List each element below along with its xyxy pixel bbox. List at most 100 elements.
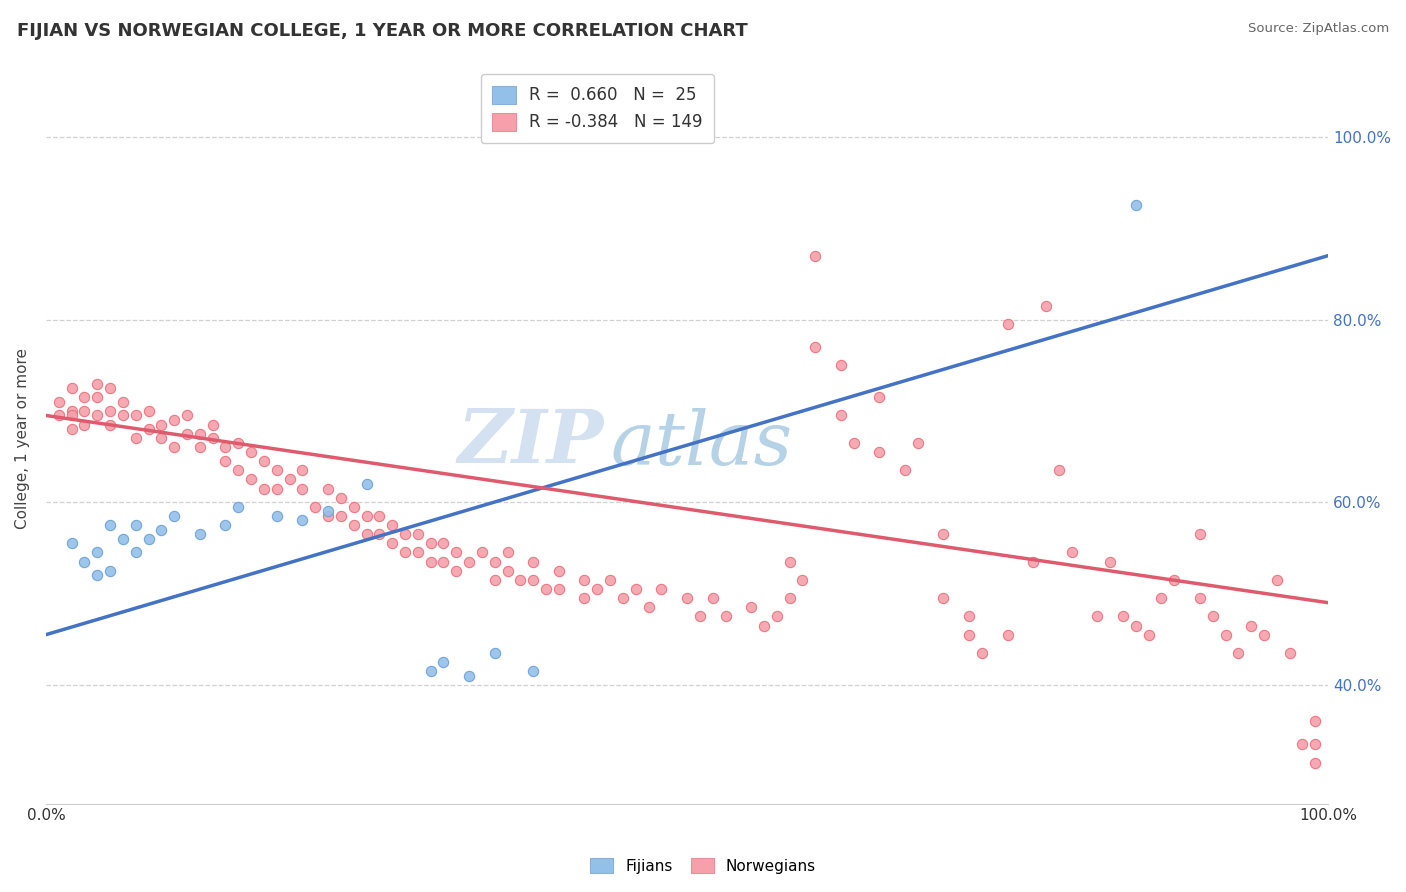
- Point: [73, 417, 96, 432]
- Point: [997, 317, 1019, 331]
- Point: [792, 573, 814, 587]
- Point: [226, 435, 249, 450]
- Point: [419, 555, 441, 569]
- Point: [586, 582, 609, 596]
- Point: [932, 591, 955, 606]
- Point: [226, 500, 249, 514]
- Point: [1265, 573, 1288, 587]
- Point: [830, 409, 852, 423]
- Point: [1215, 628, 1237, 642]
- Point: [804, 340, 827, 354]
- Point: [86, 390, 108, 404]
- Point: [86, 409, 108, 423]
- Point: [368, 527, 391, 541]
- Point: [765, 609, 787, 624]
- Text: atlas: atlas: [610, 408, 792, 481]
- Point: [240, 445, 263, 459]
- Point: [98, 381, 121, 395]
- Point: [432, 655, 454, 669]
- Point: [522, 573, 544, 587]
- Point: [304, 500, 326, 514]
- Point: [381, 518, 404, 533]
- Point: [1227, 646, 1250, 660]
- Point: [432, 555, 454, 569]
- Point: [676, 591, 699, 606]
- Point: [125, 431, 148, 445]
- Point: [214, 518, 236, 533]
- Point: [496, 545, 519, 559]
- Point: [957, 609, 980, 624]
- Point: [253, 482, 276, 496]
- Point: [111, 409, 134, 423]
- Text: Source: ZipAtlas.com: Source: ZipAtlas.com: [1249, 22, 1389, 36]
- Point: [1202, 609, 1225, 624]
- Point: [48, 409, 70, 423]
- Point: [60, 422, 83, 436]
- Point: [266, 482, 288, 496]
- Point: [612, 591, 634, 606]
- Point: [278, 472, 301, 486]
- Point: [86, 545, 108, 559]
- Point: [150, 417, 173, 432]
- Point: [86, 568, 108, 582]
- Point: [637, 600, 659, 615]
- Point: [997, 628, 1019, 642]
- Point: [406, 527, 429, 541]
- Point: [484, 646, 506, 660]
- Point: [522, 664, 544, 678]
- Point: [60, 409, 83, 423]
- Point: [1035, 299, 1057, 313]
- Point: [458, 555, 481, 569]
- Legend: Fijians, Norwegians: Fijians, Norwegians: [583, 852, 823, 880]
- Point: [73, 390, 96, 404]
- Point: [188, 441, 211, 455]
- Point: [188, 527, 211, 541]
- Point: [98, 404, 121, 418]
- Point: [484, 573, 506, 587]
- Point: [291, 463, 314, 477]
- Point: [1137, 628, 1160, 642]
- Point: [522, 555, 544, 569]
- Point: [446, 545, 468, 559]
- Point: [1253, 628, 1275, 642]
- Point: [214, 454, 236, 468]
- Point: [624, 582, 647, 596]
- Point: [650, 582, 672, 596]
- Point: [1240, 618, 1263, 632]
- Point: [240, 472, 263, 486]
- Point: [1305, 714, 1327, 729]
- Text: FIJIAN VS NORWEGIAN COLLEGE, 1 YEAR OR MORE CORRELATION CHART: FIJIAN VS NORWEGIAN COLLEGE, 1 YEAR OR M…: [17, 22, 748, 40]
- Point: [907, 435, 929, 450]
- Point: [599, 573, 621, 587]
- Point: [188, 426, 211, 441]
- Point: [406, 545, 429, 559]
- Point: [48, 394, 70, 409]
- Point: [226, 463, 249, 477]
- Point: [1047, 463, 1070, 477]
- Point: [868, 390, 890, 404]
- Point: [419, 664, 441, 678]
- Point: [1150, 591, 1173, 606]
- Point: [368, 508, 391, 523]
- Point: [316, 508, 339, 523]
- Point: [163, 413, 186, 427]
- Point: [432, 536, 454, 550]
- Point: [138, 404, 160, 418]
- Point: [201, 417, 224, 432]
- Point: [702, 591, 724, 606]
- Point: [266, 508, 288, 523]
- Point: [329, 508, 352, 523]
- Point: [547, 564, 569, 578]
- Point: [125, 518, 148, 533]
- Point: [547, 582, 569, 596]
- Point: [214, 441, 236, 455]
- Point: [60, 404, 83, 418]
- Point: [316, 504, 339, 518]
- Text: ZIP: ZIP: [457, 406, 603, 478]
- Point: [1099, 555, 1122, 569]
- Point: [163, 441, 186, 455]
- Point: [509, 573, 531, 587]
- Point: [138, 532, 160, 546]
- Point: [1022, 555, 1045, 569]
- Point: [446, 564, 468, 578]
